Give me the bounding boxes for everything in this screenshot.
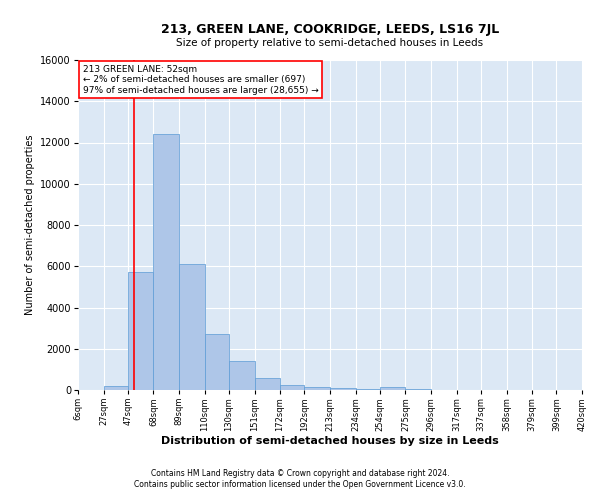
Bar: [229, 361, 254, 390]
Bar: [254, 378, 280, 390]
Text: Contains public sector information licensed under the Open Government Licence v3: Contains public sector information licen…: [134, 480, 466, 489]
Bar: [356, 389, 380, 390]
Bar: [330, 388, 356, 390]
Bar: [104, 386, 128, 390]
Text: Contains HM Land Registry data © Crown copyright and database right 2024.: Contains HM Land Registry data © Crown c…: [151, 468, 449, 477]
Bar: [304, 387, 330, 390]
Bar: [280, 385, 304, 390]
Bar: [128, 272, 154, 390]
Bar: [179, 264, 205, 390]
Bar: [205, 334, 229, 390]
Bar: [406, 389, 431, 390]
Bar: [380, 387, 406, 390]
Text: 213 GREEN LANE: 52sqm
← 2% of semi-detached houses are smaller (697)
97% of semi: 213 GREEN LANE: 52sqm ← 2% of semi-detac…: [83, 65, 319, 95]
X-axis label: Distribution of semi-detached houses by size in Leeds: Distribution of semi-detached houses by …: [161, 436, 499, 446]
Text: Size of property relative to semi-detached houses in Leeds: Size of property relative to semi-detach…: [176, 38, 484, 48]
Bar: [154, 134, 179, 390]
Text: 213, GREEN LANE, COOKRIDGE, LEEDS, LS16 7JL: 213, GREEN LANE, COOKRIDGE, LEEDS, LS16 …: [161, 22, 499, 36]
Y-axis label: Number of semi-detached properties: Number of semi-detached properties: [25, 134, 35, 316]
